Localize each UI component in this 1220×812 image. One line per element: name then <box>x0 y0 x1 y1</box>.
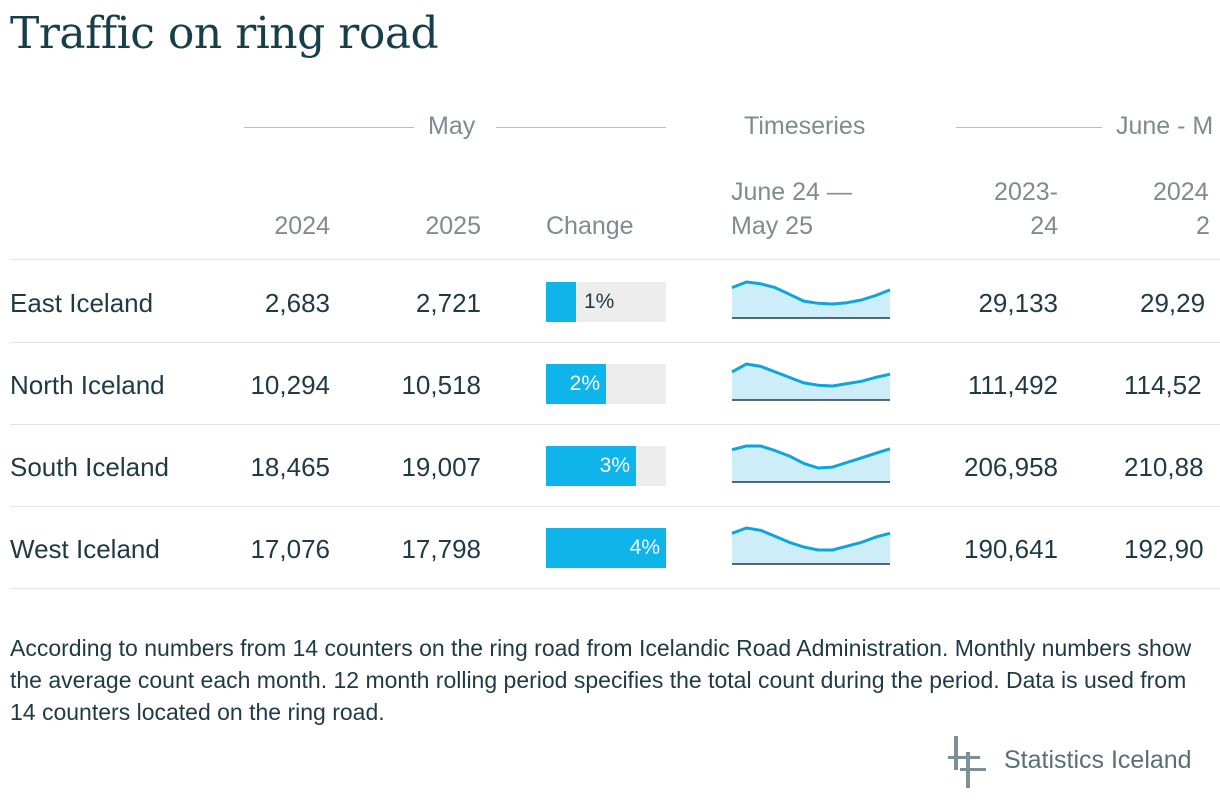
col-header-change: Change <box>546 212 634 240</box>
change-bar-fill <box>546 446 636 486</box>
change-bar-label: 3% <box>599 454 630 477</box>
col-header-timeseries-1: June 24 — <box>731 178 852 206</box>
row-divider-top <box>10 259 1220 260</box>
cell-may-2024: 17,076 <box>250 534 330 564</box>
change-bar-fill <box>546 528 666 568</box>
cell-may-2025: 19,007 <box>401 452 481 482</box>
sparkline-area <box>732 364 890 400</box>
sparkline-line <box>731 362 891 388</box>
cell-may-2024: 18,465 <box>250 452 330 482</box>
sparkline <box>731 444 891 483</box>
change-bar-fill <box>546 364 606 404</box>
sparkline <box>731 362 891 401</box>
col-header-2024: 2024 <box>274 212 330 240</box>
cell-rolling-2024-25: 114,52 <box>1124 370 1202 400</box>
change-bar-track: 2% <box>546 364 666 404</box>
cell-may-2025: 10,518 <box>401 370 481 400</box>
statistics-iceland-logo[interactable]: Statistics Iceland <box>946 734 1216 790</box>
row-label-north-iceland: North Iceland <box>10 370 165 400</box>
sparkline-area <box>732 446 890 482</box>
row-label-south-iceland: South Iceland <box>10 452 170 482</box>
group-rolling-line <box>956 127 1102 128</box>
statistics-iceland-logo-mark-icon <box>948 736 986 788</box>
col-header-rolling1-2: 24 <box>1030 212 1058 240</box>
change-bar-track: 1% <box>546 282 666 322</box>
logo-text: Statistics Iceland <box>1004 746 1192 774</box>
group-may-label: May <box>428 112 476 140</box>
cell-rolling-2024-25: 210,88 <box>1124 452 1204 482</box>
sparkline <box>731 280 891 319</box>
col-header-rolling1-1: 2023- <box>994 178 1058 206</box>
change-bar-fill <box>546 282 576 322</box>
col-header-2025: 2025 <box>425 212 481 240</box>
change-bar-track: 3% <box>546 446 666 486</box>
sparkline <box>731 526 891 565</box>
cell-rolling-2023-24: 206,958 <box>964 452 1058 482</box>
change-bar-label: 4% <box>629 536 660 559</box>
change-bar-label: 2% <box>569 372 600 395</box>
row-label-west-iceland: West Iceland <box>10 534 160 564</box>
cell-may-2024: 2,683 <box>264 288 330 318</box>
sparkline-line <box>731 280 891 306</box>
group-may-line-left <box>244 127 414 128</box>
cell-may-2025: 17,798 <box>401 534 481 564</box>
cell-rolling-2023-24: 111,492 <box>967 370 1058 400</box>
change-bar-track: 4% <box>546 528 666 568</box>
cell-rolling-2023-24: 190,641 <box>964 534 1058 564</box>
row-divider-3 <box>10 506 1220 507</box>
row-divider-2 <box>10 424 1220 425</box>
row-divider-bottom <box>10 588 1220 589</box>
group-may-line-right <box>496 127 666 128</box>
sparkline-area <box>732 282 890 318</box>
sparkline-line <box>731 526 891 552</box>
cell-rolling-2023-24: 29,133 <box>978 288 1058 318</box>
cell-rolling-2024-25: 192,90 <box>1124 534 1204 564</box>
sparkline-line <box>731 444 891 470</box>
sparkline-area <box>732 528 890 564</box>
group-timeseries-label: Timeseries <box>744 112 866 140</box>
page-title: Traffic on ring road <box>10 8 439 59</box>
col-header-rolling2-2: 2 <box>1196 212 1210 240</box>
row-label-east-iceland: East Iceland <box>10 288 154 318</box>
col-header-timeseries-2: May 25 <box>731 212 813 240</box>
col-header-rolling2-1: 2024 <box>1153 178 1209 206</box>
row-divider-1 <box>10 342 1220 343</box>
cell-may-2024: 10,294 <box>250 370 330 400</box>
footnote: According to numbers from 14 counters on… <box>10 635 1192 725</box>
group-rolling-label: June - M <box>1116 112 1214 140</box>
cell-rolling-2024-25: 29,29 <box>1140 288 1206 318</box>
change-bar-label: 1% <box>584 290 615 313</box>
cell-may-2025: 2,721 <box>415 288 481 318</box>
